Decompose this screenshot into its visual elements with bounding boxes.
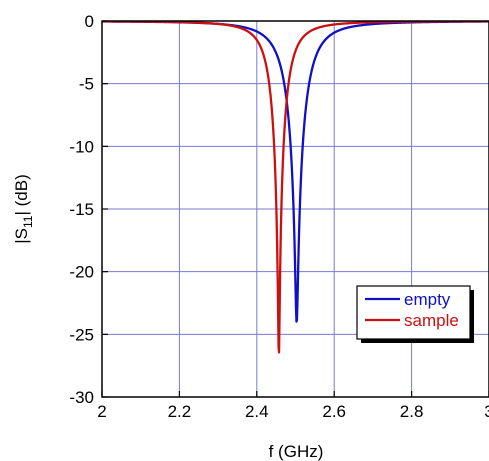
grid xyxy=(102,21,489,397)
legend-label-empty: empty xyxy=(404,290,451,309)
y-tick-label: -10 xyxy=(69,137,94,156)
ticks xyxy=(101,20,489,398)
y-tick-label: -25 xyxy=(69,325,94,344)
x-tick-label: 2.4 xyxy=(245,402,269,421)
y-axis-label-rest: | (dB) xyxy=(12,174,31,215)
y-tick-label: -15 xyxy=(69,200,94,219)
y-tick-label: -5 xyxy=(79,75,94,94)
legend: empty sample xyxy=(356,285,474,343)
y-axis-label-base: |S xyxy=(12,228,31,244)
legend-box xyxy=(356,285,471,340)
y-tick-label: -20 xyxy=(69,263,94,282)
x-tick-label: 3 xyxy=(484,402,489,421)
x-axis-label: f (GHz) xyxy=(269,442,324,461)
x-tick-label: 2.8 xyxy=(400,402,424,421)
x-tick-label: 2 xyxy=(97,402,106,421)
y-tick-label: -30 xyxy=(69,388,94,407)
legend-label-sample: sample xyxy=(404,311,459,330)
x-tick-label: 2.6 xyxy=(322,402,346,421)
x-tick-label: 2.2 xyxy=(168,402,192,421)
y-axis-label: |S11| (dB) xyxy=(12,174,35,244)
x-tick-labels: 2 2.2 2.4 2.6 2.8 3 xyxy=(97,402,489,421)
y-tick-label: 0 xyxy=(85,12,94,31)
y-tick-labels: 0 -5 -10 -15 -20 -25 -30 xyxy=(69,12,94,407)
y-axis-label-subscript: 11 xyxy=(21,215,35,228)
